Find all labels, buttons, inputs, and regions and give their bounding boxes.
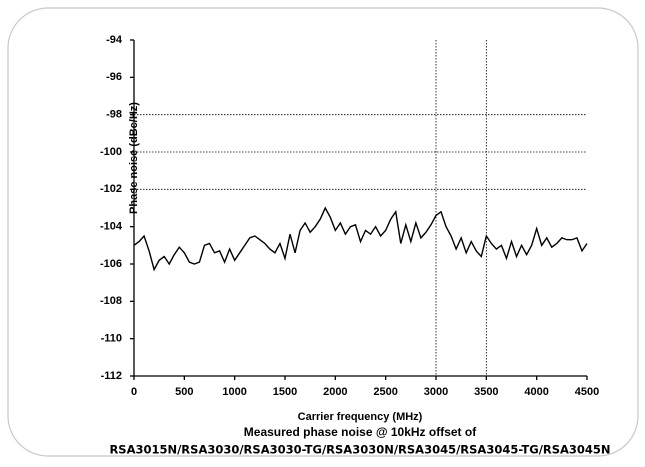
y-tick-label: -102 [100, 183, 122, 195]
chart-subtitle: RSA3015N/RSA3030/RSA3030-TG/RSA3030N/RSA… [109, 443, 610, 457]
x-tick-label: 4500 [575, 386, 599, 398]
y-tick-label: -108 [100, 295, 122, 307]
y-tick-label: -104 [100, 221, 123, 233]
x-tick-label: 0 [131, 386, 137, 398]
x-tick-label: 3000 [424, 386, 448, 398]
x-tick-label: 4000 [524, 386, 548, 398]
x-tick-label: 2500 [373, 386, 397, 398]
y-tick-label: -94 [106, 34, 123, 46]
x-tick-label: 3500 [474, 386, 498, 398]
x-tick-label: 1000 [222, 386, 246, 398]
data-line [133, 206, 588, 272]
x-axis-label: Carrier frequency (MHz) [298, 411, 423, 423]
y-tick-label: -112 [101, 370, 122, 382]
frame [7, 7, 639, 457]
y-tick-label: -100 [100, 146, 122, 158]
y-tick-label: -96 [106, 71, 122, 83]
y-tick-label: -110 [101, 333, 122, 345]
y-tick-label: -98 [106, 109, 122, 121]
x-tick-label: 500 [175, 386, 193, 398]
x-tick-label: 2000 [323, 386, 347, 398]
x-tick-label: 1500 [273, 386, 297, 398]
chart-title: Measured phase noise @ 10kHz offset of [244, 425, 477, 439]
y-tick-label: -106 [100, 258, 122, 270]
